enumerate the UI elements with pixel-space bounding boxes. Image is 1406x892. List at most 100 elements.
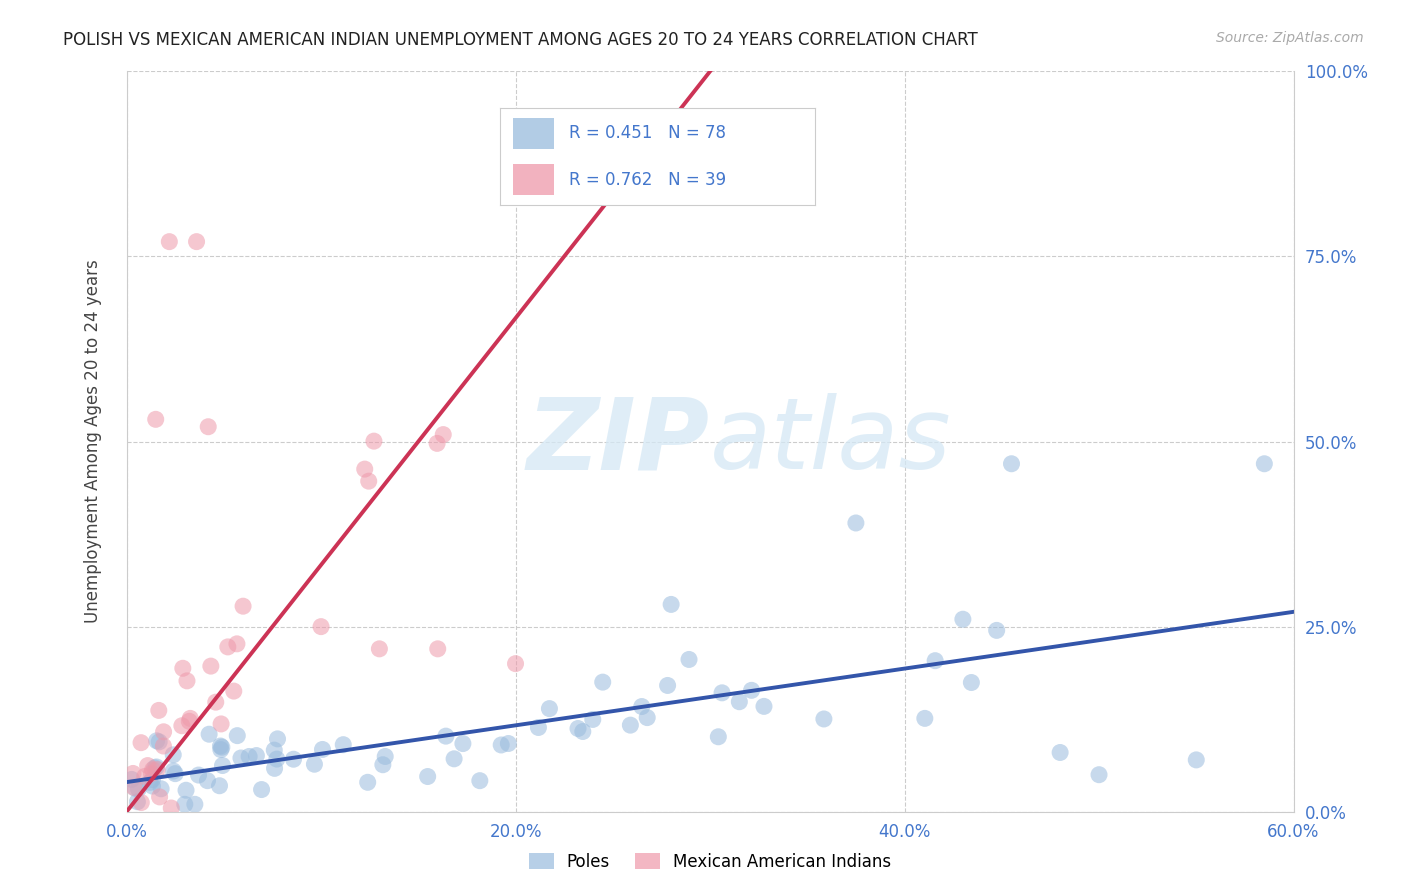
Point [143, 761, 166, 775]
Point [416, 770, 439, 784]
Point [357, 775, 380, 789]
Point [1185, 753, 1208, 767]
Point [238, 749, 260, 764]
Point [165, 766, 187, 780]
Point [266, 752, 288, 766]
Point [263, 761, 285, 775]
Point [572, 724, 595, 739]
Point [122, 766, 145, 780]
Point [657, 678, 679, 692]
Point [619, 718, 641, 732]
Point [127, 795, 149, 809]
Point [266, 731, 288, 746]
Point [209, 742, 232, 756]
Point [371, 757, 394, 772]
Point [813, 712, 835, 726]
Point [1000, 457, 1022, 471]
Text: Source: ZipAtlas.com: Source: ZipAtlas.com [1216, 31, 1364, 45]
Point [357, 474, 380, 488]
Point [217, 640, 239, 654]
Point [468, 773, 491, 788]
Point [134, 769, 156, 783]
Point [451, 737, 474, 751]
Point [707, 730, 730, 744]
Point [226, 729, 249, 743]
Point [211, 740, 233, 755]
Point [1088, 767, 1111, 781]
Point [204, 695, 226, 709]
Point [124, 781, 146, 796]
Point [145, 733, 167, 747]
Text: POLISH VS MEXICAN AMERICAN INDIAN UNEMPLOYMENT AMONG AGES 20 TO 24 YEARS CORRELA: POLISH VS MEXICAN AMERICAN INDIAN UNEMPL… [63, 31, 979, 49]
Point [752, 699, 775, 714]
Y-axis label: Unemployment Among Ages 20 to 24 years: Unemployment Among Ages 20 to 24 years [83, 260, 101, 624]
Point [179, 714, 201, 729]
Point [174, 783, 197, 797]
Point [1253, 457, 1275, 471]
Point [162, 747, 184, 762]
Text: ZIP: ZIP [527, 393, 710, 490]
Point [426, 436, 449, 450]
Point [141, 779, 163, 793]
Point [127, 781, 149, 796]
Point [374, 749, 396, 764]
Point [426, 641, 449, 656]
Point [845, 516, 868, 530]
Point [149, 789, 172, 804]
Point [197, 419, 219, 434]
Point [131, 796, 153, 810]
Point [263, 743, 285, 757]
Point [148, 735, 170, 749]
Point [304, 757, 326, 772]
Point [209, 739, 232, 753]
Point [960, 675, 983, 690]
Point [157, 235, 180, 249]
Point [184, 797, 207, 812]
Point [311, 742, 333, 756]
Point [498, 737, 520, 751]
Point [209, 717, 232, 731]
Point [232, 599, 254, 614]
Legend: Poles, Mexican American Indians: Poles, Mexican American Indians [522, 847, 898, 878]
Point [160, 801, 183, 815]
Point [208, 779, 231, 793]
Point [363, 434, 385, 449]
Point [728, 695, 751, 709]
Point [443, 752, 465, 766]
Point [139, 775, 162, 789]
Point [173, 797, 195, 812]
Point [146, 763, 169, 777]
Point [197, 773, 219, 788]
Point [222, 684, 245, 698]
Point [986, 624, 1008, 638]
Point [538, 701, 561, 715]
Point [148, 703, 170, 717]
Point [136, 758, 159, 772]
Point [187, 768, 209, 782]
Point [141, 766, 163, 780]
Point [636, 710, 658, 724]
Point [200, 659, 222, 673]
Point [250, 782, 273, 797]
Point [1049, 746, 1071, 760]
Point [741, 683, 763, 698]
Point [630, 699, 652, 714]
Point [711, 686, 734, 700]
Point [952, 612, 974, 626]
Point [170, 719, 193, 733]
Point [145, 412, 167, 426]
Point [505, 657, 527, 671]
Point [141, 772, 163, 787]
Point [179, 711, 201, 725]
Text: atlas: atlas [710, 393, 952, 490]
Point [368, 641, 391, 656]
Point [678, 652, 700, 666]
Point [122, 780, 145, 795]
Point [176, 673, 198, 688]
Point [567, 722, 589, 736]
Point [527, 721, 550, 735]
Point [142, 763, 165, 777]
Point [332, 738, 354, 752]
Point [211, 758, 233, 772]
Point [283, 752, 305, 766]
